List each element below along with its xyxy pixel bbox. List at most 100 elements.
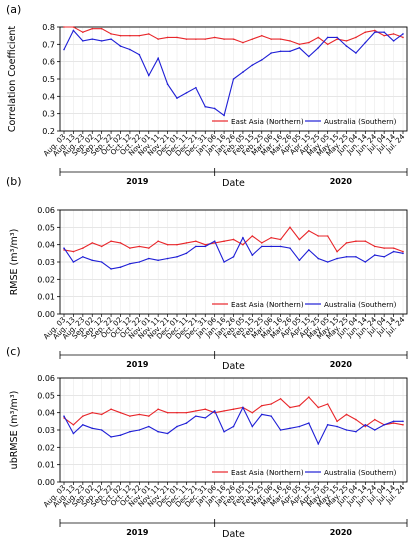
data-point: [185, 242, 188, 244]
data-point: [336, 250, 338, 253]
data-point: [317, 406, 320, 409]
data-point: [72, 250, 75, 253]
data-point: [308, 55, 310, 58]
data-point: [223, 114, 225, 117]
data-point: [392, 422, 395, 424]
data-point: [100, 413, 103, 416]
data-point: [119, 242, 122, 244]
data-point: [355, 418, 357, 421]
y-tick-label: 0.03: [37, 258, 55, 267]
data-point: [242, 71, 244, 73]
data-point: [308, 249, 310, 251]
y-tick-label: 0.05: [37, 391, 55, 400]
y-tick-label: 0.03: [37, 426, 55, 435]
data-point: [251, 235, 254, 237]
x-axis-label: Date: [222, 361, 245, 372]
data-point: [223, 430, 225, 433]
data-point: [195, 410, 197, 412]
data-point: [138, 413, 141, 416]
data-point: [260, 404, 263, 407]
data-point: [251, 411, 254, 414]
y-tick-label: 0.00: [37, 310, 55, 319]
data-point: [213, 107, 216, 110]
data-point: [100, 245, 103, 248]
data-point: [147, 247, 150, 249]
data-point: [195, 415, 197, 417]
data-point: [157, 408, 159, 411]
data-point: [232, 255, 235, 258]
data-point: [270, 403, 272, 405]
x-axis-label: Date: [222, 178, 245, 189]
data-point: [91, 27, 94, 30]
data-point: [110, 436, 112, 438]
data-point: [279, 238, 282, 241]
data-point: [317, 47, 320, 49]
data-point: [317, 235, 320, 237]
data-point: [251, 254, 254, 256]
data-point: [336, 257, 338, 260]
data-point: [336, 425, 338, 428]
data-point: [166, 257, 169, 260]
legend-label: Australia (Southern): [324, 117, 397, 126]
data-point: [176, 36, 178, 39]
data-point: [129, 430, 131, 433]
data-point: [204, 105, 207, 108]
year-label: 2020: [330, 360, 353, 369]
data-point: [373, 29, 376, 32]
data-point: [383, 34, 385, 37]
data-point: [195, 38, 197, 40]
data-point: [326, 261, 329, 263]
data-point: [147, 74, 150, 77]
data-point: [402, 250, 404, 253]
data-point: [119, 411, 122, 414]
data-point: [147, 425, 150, 428]
data-point: [308, 422, 310, 424]
data-point: [402, 420, 404, 423]
data-point: [392, 247, 395, 249]
data-point: [91, 259, 94, 262]
data-point: [345, 413, 348, 416]
data-point: [232, 425, 235, 428]
data-point: [176, 243, 178, 246]
data-point: [355, 430, 357, 433]
plot-frame: [59, 209, 408, 315]
plot-frame: [59, 26, 408, 132]
data-point: [242, 41, 244, 44]
data-point: [157, 240, 159, 242]
data-point: [392, 250, 395, 253]
data-point: [289, 247, 291, 249]
data-point: [223, 410, 225, 412]
data-point: [308, 41, 310, 44]
data-point: [242, 406, 244, 409]
data-point: [251, 425, 254, 428]
data-point: [242, 236, 244, 239]
data-point: [195, 86, 197, 89]
data-point: [364, 424, 367, 426]
data-point: [72, 29, 75, 32]
data-point: [147, 257, 150, 260]
data-point: [260, 34, 263, 37]
data-point: [279, 429, 282, 431]
data-point: [63, 48, 65, 51]
data-point: [129, 48, 131, 51]
data-point: [82, 40, 84, 42]
data-point: [110, 33, 112, 35]
y-axis-label: RMSE (m³/m³): [9, 229, 20, 296]
data-point: [260, 245, 263, 248]
data-point: [223, 261, 225, 263]
data-point: [392, 40, 395, 42]
legend-label: East Asia (Northern): [231, 468, 304, 477]
data-point: [336, 420, 338, 423]
year-label: 2020: [330, 177, 353, 186]
data-point: [213, 36, 216, 39]
y-tick-label: 0.05: [37, 223, 55, 232]
year-label: 2019: [126, 360, 149, 369]
data-point: [326, 235, 329, 237]
data-point: [326, 424, 329, 426]
data-point: [298, 425, 301, 428]
y-tick-label: 0.7: [42, 40, 55, 49]
data-point: [289, 50, 291, 53]
data-point: [119, 434, 122, 437]
